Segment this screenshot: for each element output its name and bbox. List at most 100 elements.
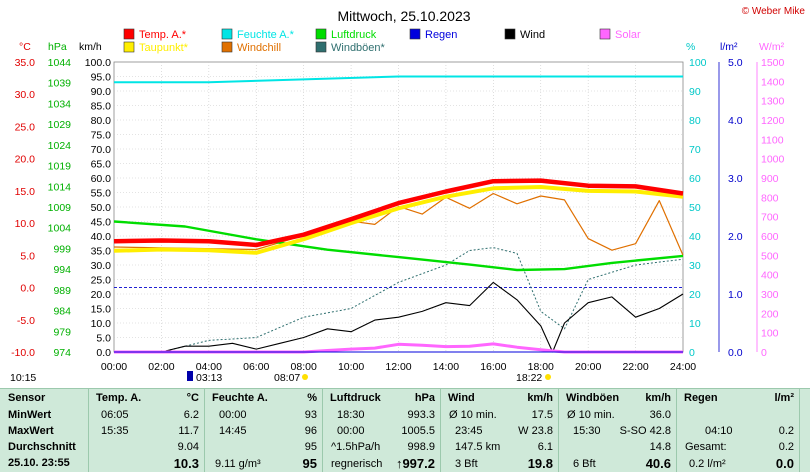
temp-tick-label: 5.0 (20, 250, 35, 262)
luftdruck-time: 18:30 (337, 409, 365, 421)
legend-swatch (409, 28, 421, 40)
rain-tick-label: 2.0 (728, 231, 743, 243)
solar-tick-label: 200 (761, 308, 779, 320)
pressure-axis-unit: hPa (48, 41, 67, 53)
luftdruck-unit: hPa (414, 392, 435, 404)
wind-bft: 3 Bft (455, 458, 478, 470)
temp-value: 9.04 (177, 441, 199, 453)
wind-value: W 23.8 (518, 425, 553, 437)
rain-tick-label: 1.0 (728, 289, 743, 301)
pressure-tick-label: 1044 (48, 57, 72, 69)
col-luftdruck: Luftdruck hPa 18:30 993.3 00:00 1005.5 ^… (322, 389, 441, 472)
plot-area (113, 75, 684, 354)
legend-label: Windchill (237, 42, 281, 54)
feuchte-time: 00:00 (219, 409, 247, 421)
legend-swatch (123, 28, 135, 40)
solar-tick-label: 1100 (761, 134, 784, 146)
pressure-tick-label: 974 (53, 347, 71, 359)
temp-tick-label: -5.0 (17, 315, 35, 327)
windboen-header: Windböen (566, 392, 620, 404)
temp-value: 11.7 (178, 425, 199, 437)
wind-tick-label: 55.0 (91, 188, 112, 200)
wind-tick-label: 25.0 (91, 275, 112, 287)
legend: Temp. A.* Feuchte A.* Luftdruck Regen Wind So… (123, 28, 641, 54)
wind-label: Ø 10 min. (449, 409, 497, 421)
x-tick-label: 16:00 (480, 361, 506, 373)
series-line-luftdruck (113, 220, 684, 272)
windboen-label: Ø 10 min. (567, 409, 615, 421)
wind-tick-label: 75.0 (91, 130, 112, 142)
x-tick-label: 24:00 (670, 361, 696, 373)
humidity-tick-label: 10 (689, 318, 701, 330)
regen-value: 0.2 (778, 425, 794, 437)
wind-distance: 147.5 km (455, 441, 501, 453)
legend-swatch (123, 41, 135, 53)
feuchte-value: 95 (304, 441, 317, 453)
series-line-wind (114, 281, 684, 353)
wind-tick-label: 90.0 (91, 86, 112, 98)
pressure-tick-label: 989 (53, 285, 71, 297)
pressure-tick-label: 994 (53, 264, 71, 276)
humidity-tick-label: 70 (689, 144, 701, 156)
solar-tick-label: 400 (761, 270, 779, 282)
humidity-tick-label: 40 (689, 231, 701, 243)
humidity-tick-label: 100 (689, 57, 707, 69)
x-tick-label: 20:00 (575, 361, 601, 373)
legend-swatch (315, 28, 327, 40)
moon-icon (187, 371, 193, 381)
rain-tick-label: 0.0 (728, 347, 743, 359)
pressure-tick-label: 1039 (48, 78, 72, 90)
pressure-tick-label: 1014 (48, 181, 72, 193)
humidity-tick-label: 90 (689, 86, 701, 98)
wind-tick-label: 0.0 (96, 347, 111, 359)
regen-value: 0.2 (778, 441, 794, 453)
rain-tick-label: 3.0 (728, 173, 743, 185)
sunrise-label: 08:07 (274, 372, 300, 384)
weather-chart: Mittwoch, 25.10.2023 © Weber Mike Temp. … (10, 6, 806, 384)
windboen-value: S-SO 42.8 (619, 425, 671, 437)
luftdruck-value: 998.9 (407, 441, 435, 453)
feuchte-time: 14:45 (219, 425, 247, 437)
windboen-unit: km/h (645, 392, 671, 404)
temp-tick-label: 15.0 (15, 186, 36, 198)
temp-header: Temp. A. (96, 392, 142, 404)
wind-tick-label: 15.0 (91, 304, 112, 316)
x-tick-label: 14:00 (433, 361, 459, 373)
temp-tick-label: 30.0 (15, 89, 36, 101)
wind-tick-label: 95.0 (91, 72, 112, 84)
regen-rate: 0.2 l/m² (689, 458, 726, 470)
humidity-tick-label: 80 (689, 115, 701, 127)
sensor-row: 25.10. 23:55 (8, 457, 70, 469)
col-windboen: Windböen km/h Ø 10 min. 36.0 15:30 S-SO … (558, 389, 677, 472)
pressure-tick-label: 984 (53, 306, 71, 318)
solar-tick-label: 0 (761, 347, 767, 359)
legend-label: Windböen* (331, 42, 386, 54)
x-tick-label: 18:00 (528, 361, 554, 373)
sunset-label: 18:22 (516, 372, 542, 384)
windboen-bft: 6 Bft (573, 458, 596, 470)
luftdruck-header: Luftdruck (330, 392, 381, 404)
x-tick-label: 06:00 (243, 361, 269, 373)
luftdruck-value: 1005.5 (401, 425, 435, 437)
markers: 10:15 03:13 08:07 18:22 (10, 371, 551, 384)
x-tick-label: 02:00 (148, 361, 174, 373)
wind-tick-label: 60.0 (91, 173, 112, 185)
temp-time: 06:05 (101, 409, 129, 421)
wind-tick-label: 40.0 (91, 231, 112, 243)
humidity-tick-label: 50 (689, 202, 701, 214)
x-tick-label: 22:00 (622, 361, 648, 373)
legend-swatch (599, 28, 611, 40)
wind-tick-label: 50.0 (91, 202, 112, 214)
temp-tick-label: 0.0 (20, 283, 35, 295)
wind-unit: km/h (527, 392, 553, 404)
legend-label: Temp. A.* (139, 29, 187, 41)
temp-tick-label: 10.0 (15, 218, 36, 230)
pressure-tick-label: 1019 (48, 161, 72, 173)
credit-text: © Weber Mike (742, 6, 806, 17)
luftdruck-current: ↑997.2 (395, 456, 435, 471)
wind-tick-label: 20.0 (91, 289, 112, 301)
solar-tick-label: 500 (761, 250, 779, 262)
time-label: 10:15 (10, 372, 36, 384)
humidity-tick-label: 0 (689, 347, 695, 359)
pressure-tick-label: 1029 (48, 119, 72, 131)
